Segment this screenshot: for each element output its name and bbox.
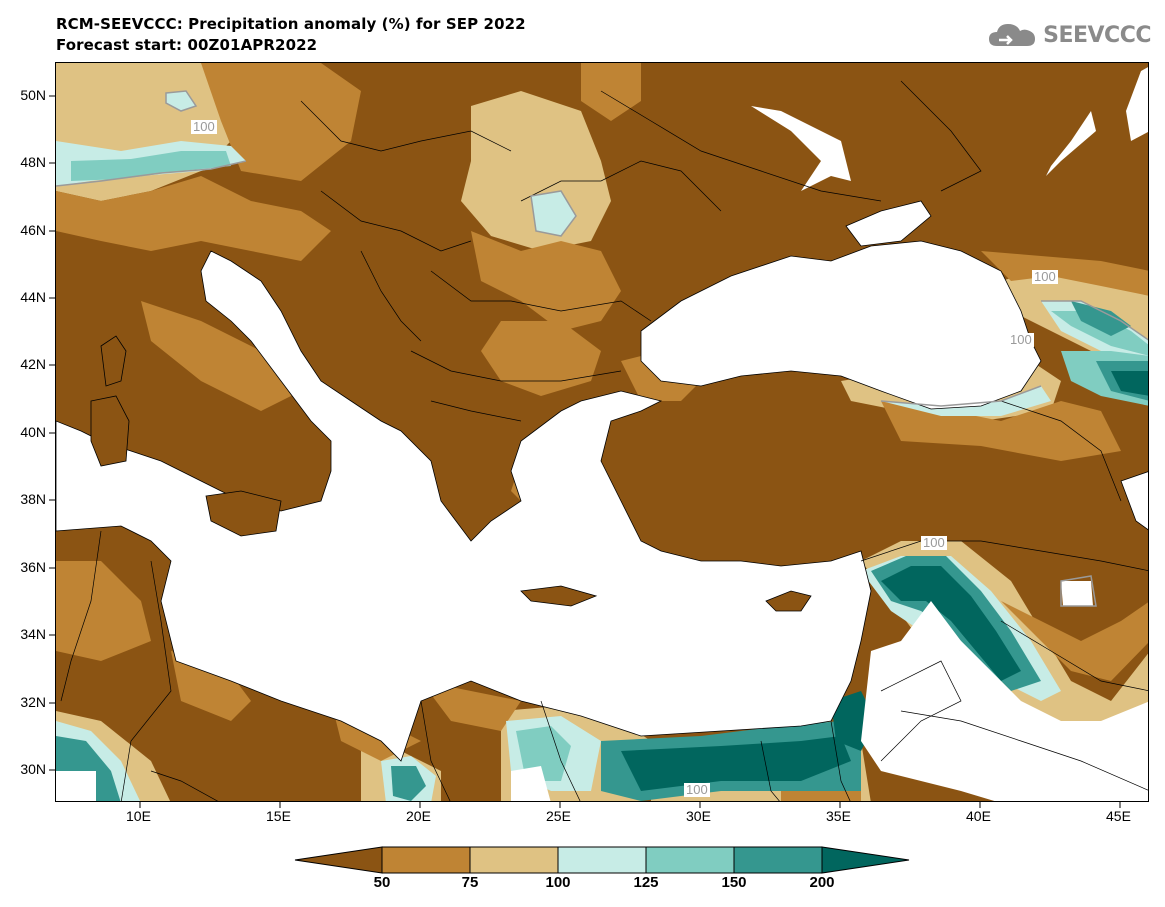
y-tick-label: 44N	[20, 289, 46, 305]
y-tick-label: 30N	[20, 761, 46, 777]
x-tick-label: 45E	[1106, 808, 1131, 824]
y-tick-label: 36N	[20, 559, 46, 575]
y-tick-label: 42N	[20, 356, 46, 372]
x-tick-label: 15E	[266, 808, 291, 824]
colorbar-label: 125	[633, 874, 659, 891]
anomaly-over-200	[621, 371, 1148, 791]
contour-100-lines	[56, 90, 1148, 607]
sea-areas	[56, 200, 1148, 762]
seevccc-logo: SEEVCCC	[987, 20, 1151, 50]
colorbar-label: 100	[545, 874, 571, 891]
cloud-logo-icon	[989, 24, 1036, 46]
colorbar-segment	[733, 846, 823, 874]
title-line-1: RCM-SEEVCCC: Precipitation anomaly (%) f…	[56, 15, 526, 33]
colorbar-segment	[381, 846, 471, 874]
x-tick-label: 35E	[826, 808, 851, 824]
y-tick-label: 32N	[20, 694, 46, 710]
missing-data-areas	[56, 67, 1148, 801]
country-borders	[60, 80, 1148, 801]
colorbar-label: 75	[461, 874, 479, 891]
y-tick-label: 34N	[20, 626, 46, 642]
contour-label: 100	[921, 535, 947, 550]
colorbar-label: 150	[721, 874, 747, 891]
colorbar-label: 50	[373, 874, 391, 891]
colorbar-segment	[821, 846, 910, 874]
contour-label: 100	[684, 782, 710, 797]
colorbar-label: 200	[809, 874, 835, 891]
title-line-2: Forecast start: 00Z01APR2022	[56, 36, 318, 54]
map-title: RCM-SEEVCCC: Precipitation anomaly (%) f…	[56, 14, 526, 56]
x-tick-label: 40E	[966, 808, 991, 824]
x-tick-label: 20E	[406, 808, 431, 824]
islands	[90, 335, 812, 612]
x-tick-label: 30E	[686, 808, 711, 824]
logo-text: SEEVCCC	[1043, 22, 1151, 48]
y-tick-label: 38N	[20, 491, 46, 507]
map-panel: 100 100 100 100 100	[55, 62, 1149, 802]
colorbar-segment	[469, 846, 559, 874]
contour-label: 100	[1008, 332, 1034, 347]
x-tick-label: 25E	[546, 808, 571, 824]
contour-label: 100	[191, 119, 217, 134]
map-canvas	[56, 63, 1148, 801]
y-tick-label: 46N	[20, 222, 46, 238]
colorbar	[294, 846, 910, 874]
contour-label: 100	[1032, 269, 1058, 284]
colorbar-segment	[294, 846, 383, 874]
y-tick-label: 48N	[20, 154, 46, 170]
colorbar-segment	[557, 846, 647, 874]
y-tick-label: 50N	[20, 87, 46, 103]
colorbar-segment	[645, 846, 735, 874]
x-tick-label: 10E	[126, 808, 151, 824]
anomaly-50-75	[56, 63, 1148, 801]
y-tick-label: 40N	[20, 424, 46, 440]
